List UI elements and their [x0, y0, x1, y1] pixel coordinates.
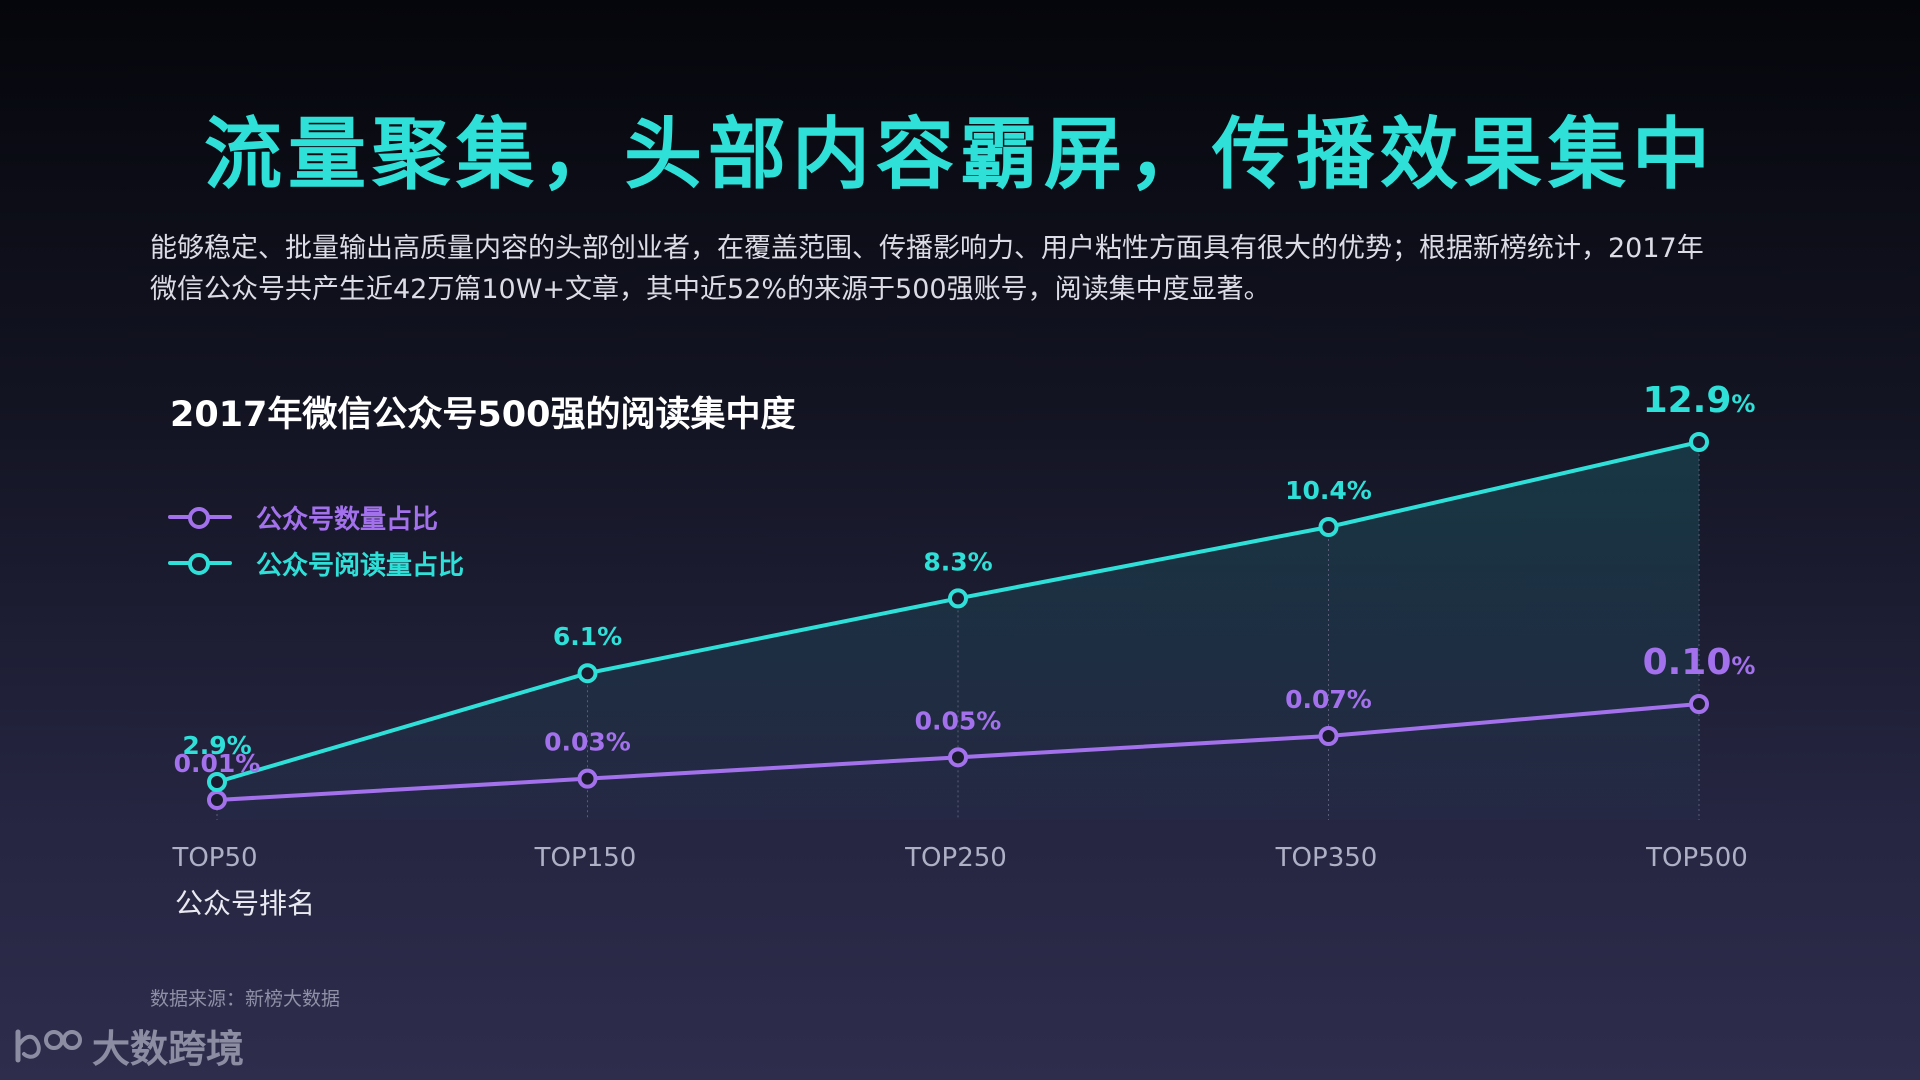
intro-line-1: 能够稳定、批量输出高质量内容的头部创业者，在覆盖范围、传播影响力、用户粘性方面具…	[150, 233, 1704, 264]
reads-share-point	[207, 772, 227, 792]
count-share-data-label: 0.05%	[915, 706, 1002, 735]
reads-share-point	[1318, 517, 1339, 537]
count-share-data-label: 0.10%	[1643, 642, 1756, 683]
x-tick-label: TOP50	[171, 843, 257, 873]
reads-share-data-label: 10.4%	[1285, 476, 1372, 505]
count-share-data-label: 0.03%	[544, 728, 631, 757]
reads-share-point	[1689, 432, 1709, 452]
reads-share-point	[948, 588, 968, 609]
x-axis-label: 公众号排名	[175, 887, 316, 920]
count-share-data-label: 0.07%	[1285, 685, 1372, 714]
intro-line-2: 微信公众号共产生近42万篇10W+文章，其中近52%的来源于500强账号，阅读集…	[150, 274, 1271, 305]
legend-label-count: 公众号数量占比	[256, 504, 439, 535]
legend-item-reads: 公众号阅读量占比	[168, 540, 464, 586]
legend-swatch-teal	[168, 551, 238, 575]
count-share-point	[1689, 694, 1709, 714]
x-tick-label: TOP250	[904, 843, 1007, 873]
reads-share-data-label: 2.9%	[182, 731, 251, 760]
reads-share-data-label: 6.1%	[553, 622, 622, 651]
x-tick-label: TOP150	[534, 843, 637, 873]
x-tick-label: TOP500	[1645, 843, 1748, 873]
count-share-data-label: 0.01%	[174, 749, 261, 778]
source-note: 数据来源：新榜大数据	[150, 988, 341, 1010]
page-headline: 流量聚集，头部内容霸屏，传播效果集中	[203, 110, 1716, 200]
legend-item-count: 公众号数量占比	[168, 494, 464, 540]
count-share-point	[948, 747, 968, 768]
count-share-point	[1318, 726, 1339, 746]
reads-share-data-label: 12.9%	[1643, 380, 1756, 421]
count-share-point	[207, 790, 227, 810]
logo-text: 大数跨境	[92, 1027, 245, 1071]
chart-legend: 公众号数量占比 公众号阅读量占比	[168, 494, 464, 586]
chart-title: 2017年微信公众号500强的阅读集中度	[170, 395, 796, 435]
reads-share-data-label: 8.3%	[923, 547, 992, 576]
count-share-point	[577, 768, 598, 789]
intro-paragraph: 能够稳定、批量输出高质量内容的头部创业者，在覆盖范围、传播影响力、用户粘性方面具…	[150, 228, 1790, 310]
legend-label-reads: 公众号阅读量占比	[256, 550, 465, 581]
x-tick-label: TOP350	[1275, 843, 1378, 873]
reads-share-point	[577, 663, 598, 684]
logo-icon	[15, 1029, 82, 1062]
legend-swatch-purple	[168, 505, 238, 529]
brand-logo: 大数跨境	[12, 1018, 244, 1073]
